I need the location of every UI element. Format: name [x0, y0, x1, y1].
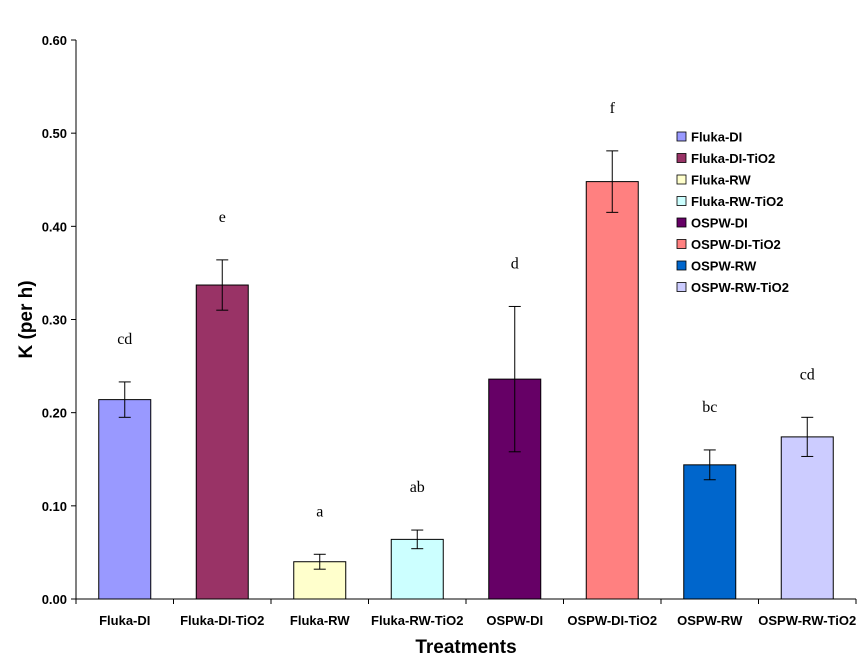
x-tick-label: OSPW-DI — [486, 613, 543, 628]
bar-fluka-di-tio2 — [195, 284, 249, 600]
significance-label: d — [511, 255, 519, 272]
legend-label: Fluka-RW-TiO2 — [691, 194, 783, 209]
y-axis-title: K (per h) — [16, 280, 37, 358]
y-tick-label: 0.50 — [42, 126, 67, 141]
legend-item: Fluka-DI-TiO2 — [676, 151, 775, 166]
legend-swatch — [676, 239, 687, 249]
legend-swatch — [676, 217, 687, 228]
x-axis-title: Treatments — [415, 637, 516, 658]
x-tick-label: Fluka-DI — [99, 613, 150, 628]
significance-label: cd — [800, 366, 815, 383]
legend-item: Fluka-RW-TiO2 — [676, 194, 783, 209]
x-tick-label: OSPW-DI-TiO2 — [567, 613, 657, 628]
legend-label: OSPW-DI — [691, 216, 748, 231]
significance-label: a — [316, 503, 323, 520]
error-bar-fluka-di-tio2 — [216, 259, 229, 311]
legend-label: OSPW-RW-TiO2 — [691, 280, 789, 295]
legend-label: OSPW-DI-TiO2 — [691, 237, 781, 252]
bar-fluka-rw-tio2 — [390, 538, 444, 600]
error-bar-ospw-rw-tio2 — [801, 416, 814, 457]
legend-label: Fluka-DI-TiO2 — [691, 151, 775, 166]
legend-swatch — [676, 131, 687, 142]
legend-item: OSPW-DI-TiO2 — [676, 237, 781, 252]
legend-swatch — [676, 282, 687, 292]
legend-swatch — [676, 260, 687, 271]
error-bar-ospw-di — [508, 305, 521, 453]
x-tick-label: OSPW-RW-TiO2 — [758, 613, 856, 628]
error-bar-fluka-rw — [313, 553, 326, 570]
y-tick-label: 0.60 — [42, 33, 67, 48]
legend-swatch — [676, 174, 687, 185]
legend-swatch — [676, 153, 687, 163]
significance-label: bc — [702, 399, 717, 416]
significance-label: cd — [117, 331, 132, 348]
legend-label: OSPW-RW — [691, 259, 757, 274]
legend-label: Fluka-RW — [691, 173, 751, 188]
y-tick-label: 0.10 — [42, 499, 67, 514]
x-tick-label: Fluka-RW-TiO2 — [371, 613, 463, 628]
significance-label: e — [219, 209, 226, 226]
y-tick-label: 0.40 — [42, 219, 67, 234]
legend-item: OSPW-RW-TiO2 — [676, 280, 789, 295]
error-bar-ospw-rw — [703, 449, 716, 481]
legend-item: Fluka-RW — [676, 173, 751, 188]
y-tick-label: 0.20 — [42, 406, 67, 421]
bar-ospw-rw — [683, 464, 737, 600]
y-tick-label: 0.00 — [42, 592, 67, 607]
significance-label: f — [610, 100, 616, 117]
bar-ospw-rw-tio2 — [780, 436, 834, 600]
legend-item: Fluka-DI — [676, 130, 742, 145]
legend-swatch — [676, 196, 687, 206]
legend-label: Fluka-DI — [691, 130, 742, 145]
x-tick-label: OSPW-RW — [677, 613, 743, 628]
bar-ospw-di-tio2 — [585, 181, 639, 600]
legend-item: OSPW-RW — [676, 259, 757, 274]
legend-item: OSPW-DI — [676, 216, 748, 231]
y-tick-label: 0.30 — [42, 313, 67, 328]
x-tick-label: Fluka-RW — [290, 613, 350, 628]
error-bar-ospw-di-tio2 — [606, 150, 619, 213]
error-bar-fluka-di — [118, 381, 131, 418]
bar-fluka-di — [98, 399, 152, 600]
significance-label: ab — [410, 479, 425, 496]
x-tick-label: Fluka-DI-TiO2 — [180, 613, 264, 628]
error-bar-fluka-rw-tio2 — [411, 529, 424, 550]
